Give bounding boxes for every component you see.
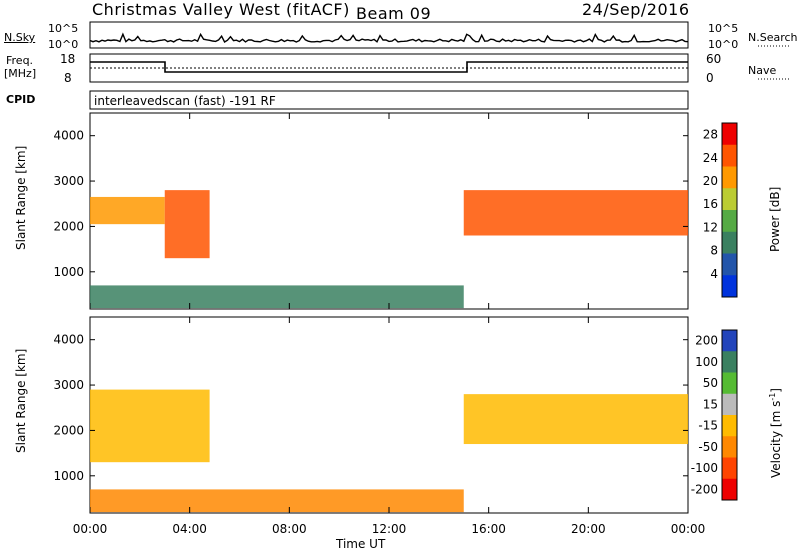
velocity-colorbar-cell xyxy=(722,415,737,437)
power-colorbar-cell xyxy=(722,253,737,276)
ytick-label: 4000 xyxy=(53,333,84,347)
freq-label: Freq. xyxy=(6,54,34,67)
velocity-colorbar-cell xyxy=(722,393,737,416)
noise-panel-frame xyxy=(89,21,689,49)
x-axis-label: Time UT xyxy=(336,537,386,551)
station-title: Christmas Valley West (fitACF) xyxy=(92,0,350,19)
velocity-colorbar-tick: -50 xyxy=(698,440,718,454)
ytick-label: 1000 xyxy=(53,265,84,279)
power-colorbar-cell xyxy=(722,188,737,211)
power-colorbar-label: Power [dB] xyxy=(768,186,782,252)
power-colorbar-cell xyxy=(722,166,737,189)
power-colorbar-cell xyxy=(722,123,737,146)
xtick-label: 16:00 xyxy=(471,522,506,536)
velocity-colorbar-cell xyxy=(722,330,737,352)
nave-tick-60: 60 xyxy=(706,52,722,66)
velocity-colorbar-tick: 15 xyxy=(703,397,718,411)
velocity-panel-ylabel: Slant Range [km] xyxy=(14,348,28,453)
power-colorbar-cell xyxy=(722,231,737,254)
nsky-label: N.Sky xyxy=(4,31,36,44)
velocity-colorbar-tick: -100 xyxy=(691,461,718,475)
power-echo-region-2 xyxy=(90,285,464,309)
velocity-colorbar-cell xyxy=(722,457,737,480)
xtick-label: 20:00 xyxy=(571,522,606,536)
xtick-label: 08:00 xyxy=(272,522,307,536)
velocity-colorbar-label: Velocity [m s-1] xyxy=(768,388,783,478)
power-panel-ylabel: Slant Range [km] xyxy=(14,145,28,250)
xtick-label: 12:00 xyxy=(372,522,407,536)
power-colorbar-tick: 12 xyxy=(703,220,718,234)
cpid-label: CPID xyxy=(6,93,36,106)
power-colorbar-tick: 24 xyxy=(703,151,718,165)
beam-label: Beam 09 xyxy=(356,4,432,23)
velocity-echo-layer xyxy=(90,389,688,513)
velocity-colorbar-tick: -200 xyxy=(691,482,718,496)
nsearch-label: N.Search xyxy=(748,31,798,44)
power-echo-layer xyxy=(90,190,688,309)
power-colorbar-cell xyxy=(722,210,737,233)
power-colorbar-cell xyxy=(722,275,737,298)
velocity-colorbar-cell xyxy=(722,351,737,373)
noise-tick-top-right: 10^5 xyxy=(708,22,739,35)
nave-tick-0: 0 xyxy=(706,71,714,85)
velocity-echo-region-2 xyxy=(463,394,688,445)
ytick-label: 3000 xyxy=(53,378,84,392)
power-colorbar-tick: 20 xyxy=(703,174,718,188)
power-colorbar-tick: 4 xyxy=(710,267,718,281)
date-label: 24/Sep/2016 xyxy=(582,0,690,19)
velocity-colorbar-frame xyxy=(721,329,738,501)
freq-unit-label: [MHz] xyxy=(4,67,37,80)
noise-tick-bottom-left: 10^0 xyxy=(48,38,79,51)
velocity-colorbar-tick: 200 xyxy=(695,334,718,348)
noise-tick-bottom-right: 10^0 xyxy=(708,38,739,51)
power-colorbar-tick: 16 xyxy=(703,197,718,211)
velocity-colorbar-cell xyxy=(722,478,737,501)
xtick-label: 00:00 xyxy=(73,522,108,536)
velocity-colorbar-cell xyxy=(722,436,737,458)
power-colorbar-frame xyxy=(721,122,738,298)
velocity-colorbar-tick: 50 xyxy=(703,376,718,390)
ytick-label: 1000 xyxy=(53,469,84,483)
power-echo-region-1 xyxy=(164,190,210,259)
power-colorbar-tick: 8 xyxy=(710,244,718,258)
ytick-label: 2000 xyxy=(53,423,84,437)
power-colorbar-tick: 28 xyxy=(703,128,718,142)
power-echo-region-0 xyxy=(90,196,165,225)
velocity-colorbar-tick: -15 xyxy=(698,419,718,433)
velocity-colorbar-tick: 100 xyxy=(695,355,718,369)
ytick-label: 3000 xyxy=(53,174,84,188)
velocity-echo-region-1 xyxy=(90,489,464,513)
cpid-text: interleavedscan (fast) -191 RF xyxy=(94,94,276,108)
xtick-label: 04:00 xyxy=(172,522,207,536)
nsky-trace xyxy=(89,32,689,43)
ytick-label: 4000 xyxy=(53,129,84,143)
freq-tick-8: 8 xyxy=(64,71,72,85)
freq-tick-18: 18 xyxy=(60,52,76,66)
power-echo-region-3 xyxy=(463,190,688,236)
cpid-panel-frame xyxy=(89,90,689,110)
power-colorbar-cell xyxy=(722,144,737,167)
freq-trace xyxy=(90,61,688,73)
velocity-echo-region-0 xyxy=(90,389,210,463)
noise-tick-top-left: 10^5 xyxy=(48,22,79,35)
xtick-label: 00:00 xyxy=(671,522,706,536)
velocity-colorbar-cell xyxy=(722,372,737,395)
nave-label: Nave xyxy=(748,64,777,77)
ytick-label: 2000 xyxy=(53,219,84,233)
